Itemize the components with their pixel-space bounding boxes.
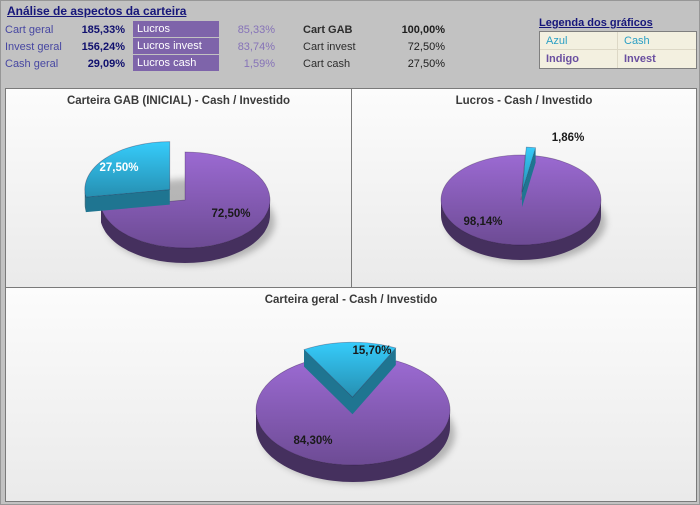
legend-color-name-indigo: Indigo bbox=[540, 50, 618, 68]
svg-text:84,30%: 84,30% bbox=[293, 435, 332, 447]
stat-label-cash-geral: Cash geral bbox=[5, 57, 59, 70]
stat-label-lucros-cash: Lucros cash bbox=[133, 55, 219, 71]
legend-series-invest: Invest bbox=[624, 53, 656, 65]
svg-text:72,50%: 72,50% bbox=[211, 208, 250, 220]
stat-value-cash-geral: 29,09% bbox=[87, 57, 125, 70]
svg-text:98,14%: 98,14% bbox=[463, 216, 502, 228]
pie-chart-carteira-geral[interactable]: 15,70% 84,30% bbox=[6, 312, 696, 501]
stat-value-lucros-cash: 1,59% bbox=[243, 57, 275, 70]
stat-label-lucros: Lucros bbox=[133, 21, 219, 37]
page-title: Análise de aspectos da carteira bbox=[7, 4, 187, 18]
chart-title-carteira-geral: Carteira geral - Cash / Investido bbox=[264, 294, 438, 306]
svg-text:15,70%: 15,70% bbox=[352, 345, 391, 357]
chart-title-carteira-gab: Carteira GAB (INICIAL) - Cash / Investid… bbox=[66, 95, 290, 107]
stat-value-cart-gab: 100,00% bbox=[401, 23, 445, 36]
stat-label-lucros-invest: Lucros invest bbox=[133, 38, 219, 54]
chart-panel-carteira-gab: Carteira GAB (INICIAL) - Cash / Investid… bbox=[6, 89, 351, 287]
stat-value-cart-geral: 185,33% bbox=[81, 23, 125, 36]
stat-value-cart-invest: 72,50% bbox=[407, 40, 445, 53]
legend-box: Azul Cash Indigo Invest bbox=[539, 31, 697, 69]
stat-label-cart-cash: Cart cash bbox=[303, 57, 351, 70]
legend-title: Legenda dos gráficos bbox=[539, 17, 653, 29]
pie-chart-lucros[interactable]: 1,86% 98,14% bbox=[352, 113, 696, 287]
legend-series-cash: Cash bbox=[618, 32, 696, 50]
svg-text:27,50%: 27,50% bbox=[99, 162, 138, 174]
stat-value-invest-geral: 156,24% bbox=[81, 40, 125, 53]
legend-color-name-azul: Azul bbox=[540, 32, 618, 50]
stat-label-invest-geral: Invest geral bbox=[5, 40, 62, 53]
pie-chart-carteira-gab[interactable]: 72,50% 27,50% bbox=[6, 113, 351, 287]
chart-panel-lucros: Lucros - Cash / Investido 1,86% 98,14% bbox=[352, 89, 696, 287]
stat-label-cart-geral: Cart geral bbox=[5, 23, 54, 36]
stats-table: Cart geral 185,33% Lucros 85,33% Cart GA… bbox=[5, 21, 445, 72]
chart-panel-carteira-geral: Carteira geral - Cash / Investido 15,70%… bbox=[6, 288, 696, 501]
stat-value-lucros-invest: 83,74% bbox=[237, 40, 275, 53]
charts-area: Carteira GAB (INICIAL) - Cash / Investid… bbox=[5, 88, 697, 502]
chart-legend: Legenda dos gráficos Azul Cash Indigo In… bbox=[539, 17, 697, 69]
stat-value-lucros: 85,33% bbox=[237, 23, 275, 36]
stat-label-cart-invest: Cart invest bbox=[303, 40, 356, 53]
stat-value-cart-cash: 27,50% bbox=[407, 57, 445, 70]
chart-title-lucros: Lucros - Cash / Investido bbox=[455, 95, 593, 107]
stat-label-cart-gab: Cart GAB bbox=[303, 23, 353, 36]
svg-text:1,86%: 1,86% bbox=[552, 132, 585, 144]
